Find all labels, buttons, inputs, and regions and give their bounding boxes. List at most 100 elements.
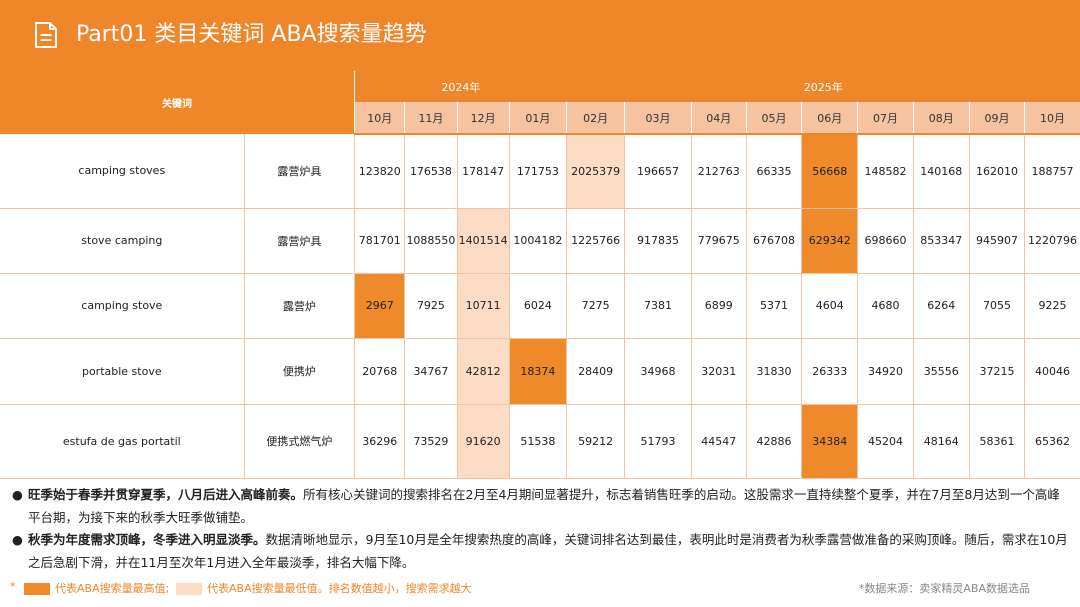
value-cell: 7381 xyxy=(624,273,692,339)
month-header: 01月 xyxy=(508,102,567,135)
keyword-en: stove camping xyxy=(0,208,245,274)
value-cell: 148582 xyxy=(857,134,914,209)
keyword-cn: 便携式燃气炉 xyxy=(243,404,355,479)
month-header: 12月 xyxy=(456,102,510,135)
keyword-en: portable stove xyxy=(0,338,245,405)
value-cell: 676708 xyxy=(745,208,802,274)
legend-label-low: 代表ABA搜索量最低值。排名数值越小，搜索需求越大 xyxy=(207,582,472,595)
value-cell: 781701 xyxy=(354,208,405,274)
note-text: 数据清晰地显示，9月至10月是全年搜索热度的高峰，关键词排名达到最佳，表明此时是… xyxy=(28,532,1068,570)
value-cell: 178147 xyxy=(456,134,510,209)
value-cell: 32031 xyxy=(690,338,747,405)
document-icon xyxy=(35,22,57,48)
keyword-en: camping stove xyxy=(0,273,245,339)
value-cell: 171753 xyxy=(508,134,567,209)
month-header: 02月 xyxy=(566,102,625,135)
value-cell: 45204 xyxy=(857,404,914,479)
legend-swatch-high xyxy=(24,583,50,595)
search-volume-table: 关键词 2024年 2025年 10月 11月 12月 01月 02月 03月 04月 05月… xyxy=(0,71,1080,479)
value-cell: 40046 xyxy=(1024,338,1080,405)
value-cell: 1401514 xyxy=(456,208,510,274)
table-row: estufa de gas portatil 便携式燃气炉 36296 73529 91… xyxy=(0,404,1080,479)
bullet: ● xyxy=(12,487,23,502)
value-cell: 42886 xyxy=(745,404,802,479)
value-cell: 2967 xyxy=(354,273,405,339)
legend-star: * xyxy=(10,580,16,593)
value-cell: 10711 xyxy=(456,273,510,339)
value-cell: 698660 xyxy=(857,208,914,274)
month-header: 06月 xyxy=(801,102,858,135)
value-cell: 779675 xyxy=(690,208,747,274)
note-item: ● 旺季始于春季并贯穿夏季，八月后进入高峰前奏。所有核心关键词的搜索排名在2月至4… xyxy=(10,484,1070,529)
value-cell: 162010 xyxy=(968,134,1025,209)
value-cell: 65362 xyxy=(1024,404,1080,479)
month-header: 07月 xyxy=(857,102,914,135)
page-title: Part01 类目关键词 ABA搜索量趋势 xyxy=(76,22,427,47)
bullet: ● xyxy=(12,532,23,547)
table-row: portable stove 便携炉 20768 34767 42812 18374 284… xyxy=(0,338,1080,405)
value-cell: 91620 xyxy=(456,404,510,479)
value-cell: 176538 xyxy=(404,134,458,209)
value-cell: 20768 xyxy=(354,338,405,405)
month-header: 08月 xyxy=(912,102,970,135)
month-header: 05月 xyxy=(745,102,802,135)
data-source: *数据来源：卖家精灵ABA数据选品 xyxy=(858,582,1030,595)
legend-swatch-low xyxy=(176,583,202,595)
value-cell: 6024 xyxy=(508,273,567,339)
value-cell: 31830 xyxy=(745,338,802,405)
value-cell: 35556 xyxy=(912,338,970,405)
value-cell: 28409 xyxy=(566,338,625,405)
value-cell: 48164 xyxy=(912,404,970,479)
value-cell: 34968 xyxy=(624,338,692,405)
value-cell: 2025379 xyxy=(566,134,625,209)
value-cell: 629342 xyxy=(801,208,858,274)
value-cell: 9225 xyxy=(1024,273,1080,339)
analysis-notes: ● 旺季始于春季并贯穿夏季，八月后进入高峰前奏。所有核心关键词的搜索排名在2月至4… xyxy=(10,484,1070,574)
value-cell: 51793 xyxy=(624,404,692,479)
keyword-en: camping stoves xyxy=(0,134,245,209)
value-cell: 34920 xyxy=(857,338,914,405)
value-cell: 58361 xyxy=(968,404,1025,479)
header-bar: Part01 类目关键词 ABA搜索量趋势 xyxy=(0,0,1080,71)
value-cell: 66335 xyxy=(745,134,802,209)
value-cell: 917835 xyxy=(624,208,692,274)
month-header-row: 10月 11月 12月 01月 02月 03月 04月 05月 06月 07月 08月 09月 10月 xyxy=(0,102,1080,135)
value-cell: 1220796 xyxy=(1024,208,1080,274)
year-header: 2024年 xyxy=(354,71,567,102)
value-cell: 7055 xyxy=(968,273,1025,339)
month-header: 03月 xyxy=(624,102,692,135)
value-cell: 37215 xyxy=(968,338,1025,405)
note-heading: 旺季始于春季并贯穿夏季，八月后进入高峰前奏。 xyxy=(28,487,304,502)
keyword-cn: 便携炉 xyxy=(243,338,355,405)
legend-label-high: 代表ABA搜索量最高值; xyxy=(55,582,170,595)
value-cell: 1225766 xyxy=(566,208,625,274)
legend: * 代表ABA搜索量最高值; 代表ABA搜索量最低值。排名数值越小，搜索需求越大… xyxy=(10,580,1070,598)
value-cell: 853347 xyxy=(912,208,970,274)
value-cell: 945907 xyxy=(968,208,1025,274)
value-cell: 59212 xyxy=(566,404,625,479)
value-cell: 34384 xyxy=(801,404,858,479)
value-cell: 1088550 xyxy=(404,208,458,274)
value-cell: 196657 xyxy=(624,134,692,209)
keyword-column-header: 关键词 xyxy=(0,71,356,134)
note-item: ● 秋季为年度需求顶峰，冬季进入明显淡季。数据清晰地显示，9月至10月是全年搜索热… xyxy=(10,529,1070,574)
keyword-en: estufa de gas portatil xyxy=(0,404,245,479)
value-cell: 42812 xyxy=(456,338,510,405)
value-cell: 6899 xyxy=(690,273,747,339)
value-cell: 73529 xyxy=(404,404,458,479)
value-cell: 56668 xyxy=(801,134,858,209)
month-header: 10月 xyxy=(354,102,405,135)
keyword-cn: 露营炉具 xyxy=(243,208,355,274)
value-cell: 7925 xyxy=(404,273,458,339)
value-cell: 4604 xyxy=(801,273,858,339)
month-header: 11月 xyxy=(404,102,458,135)
note-text: 所有核心关键词的搜索排名在2月至4月期间显著提升，标志着销售旺季的启动。这股需求… xyxy=(28,487,1060,525)
value-cell: 26333 xyxy=(801,338,858,405)
value-cell: 18374 xyxy=(508,338,567,405)
value-cell: 5371 xyxy=(745,273,802,339)
value-cell: 51538 xyxy=(508,404,567,479)
value-cell: 44547 xyxy=(690,404,747,479)
month-header: 04月 xyxy=(690,102,747,135)
year-header: 2025年 xyxy=(566,71,1080,102)
table-row: camping stove 露营炉 2967 7925 10711 6024 7275 738… xyxy=(0,273,1080,339)
